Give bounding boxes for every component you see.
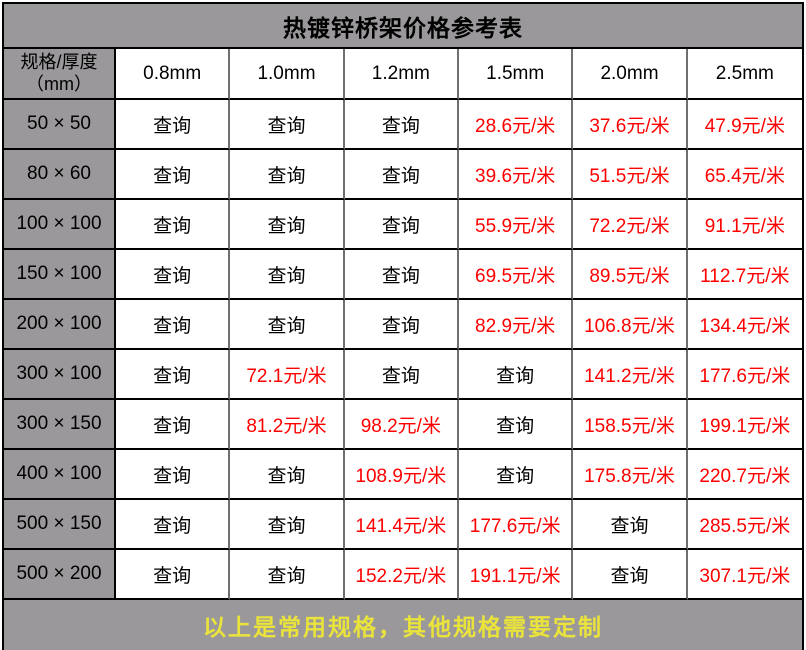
col-header-2.5mm: 2.5mm [687, 49, 802, 100]
spec-cell: 500 × 150 [4, 500, 116, 550]
price-cell: 72.1元/米 [230, 350, 345, 400]
query-cell: 查询 [459, 450, 574, 500]
price-cell: 37.6元/米 [573, 100, 688, 150]
price-cell: 28.6元/米 [459, 100, 574, 150]
query-cell: 查询 [344, 200, 459, 250]
price-cell: 141.2元/米 [573, 350, 688, 400]
col-header-1.0mm: 1.0mm [230, 49, 345, 100]
price-cell: 134.4元/米 [687, 300, 802, 350]
query-cell: 查询 [344, 150, 459, 200]
price-cell: 47.9元/米 [687, 100, 802, 150]
price-grid: 规格/厚度 （mm） 0.8mm 1.0mm 1.2mm 1.5mm 2.0mm 2.5m… [4, 49, 802, 600]
price-cell: 199.1元/米 [687, 400, 802, 450]
price-cell: 112.7元/米 [687, 250, 802, 300]
query-cell: 查询 [116, 350, 231, 400]
spec-cell: 80 × 60 [4, 150, 116, 200]
col-header-2.0mm: 2.0mm [573, 49, 688, 100]
query-cell: 查询 [344, 250, 459, 300]
query-cell: 查询 [230, 500, 345, 550]
price-cell: 106.8元/米 [573, 300, 688, 350]
spec-cell: 100 × 100 [4, 200, 116, 250]
query-cell: 查询 [230, 150, 345, 200]
price-cell: 51.5元/米 [573, 150, 688, 200]
query-cell: 查询 [116, 200, 231, 250]
price-cell: 307.1元/米 [687, 550, 802, 600]
price-cell: 82.9元/米 [459, 300, 574, 350]
query-cell: 查询 [230, 550, 345, 600]
query-cell: 查询 [116, 100, 231, 150]
col-header-1.2mm: 1.2mm [344, 49, 459, 100]
footer-note: 以上是常用规格，其他规格需要定制 [4, 600, 802, 650]
spec-cell: 300 × 100 [4, 350, 116, 400]
price-cell: 98.2元/米 [344, 400, 459, 450]
query-cell: 查询 [116, 450, 231, 500]
corner-header-line1: 规格/厚度 [20, 51, 98, 72]
price-cell: 158.5元/米 [573, 400, 688, 450]
query-cell: 查询 [116, 550, 231, 600]
price-cell: 72.2元/米 [573, 200, 688, 250]
query-cell: 查询 [573, 550, 688, 600]
query-cell: 查询 [230, 300, 345, 350]
query-cell: 查询 [573, 500, 688, 550]
query-cell: 查询 [116, 400, 231, 450]
query-cell: 查询 [344, 300, 459, 350]
query-cell: 查询 [116, 300, 231, 350]
price-cell: 39.6元/米 [459, 150, 574, 200]
price-cell: 152.2元/米 [344, 550, 459, 600]
spec-cell: 500 × 200 [4, 550, 116, 600]
table-title: 热镀锌桥架价格参考表 [4, 4, 802, 49]
query-cell: 查询 [116, 150, 231, 200]
spec-cell: 50 × 50 [4, 100, 116, 150]
spec-cell: 150 × 100 [4, 250, 116, 300]
query-cell: 查询 [230, 200, 345, 250]
corner-header-line2: （mm） [26, 73, 92, 94]
query-cell: 查询 [230, 100, 345, 150]
col-header-0.8mm: 0.8mm [116, 49, 231, 100]
query-cell: 查询 [116, 250, 231, 300]
price-cell: 69.5元/米 [459, 250, 574, 300]
price-cell: 55.9元/米 [459, 200, 574, 250]
price-cell: 141.4元/米 [344, 500, 459, 550]
price-cell: 177.6元/米 [687, 350, 802, 400]
col-header-1.5mm: 1.5mm [459, 49, 574, 100]
price-cell: 175.8元/米 [573, 450, 688, 500]
corner-header: 规格/厚度 （mm） [4, 49, 116, 100]
price-cell: 91.1元/米 [687, 200, 802, 250]
query-cell: 查询 [230, 250, 345, 300]
query-cell: 查询 [344, 100, 459, 150]
spec-cell: 300 × 150 [4, 400, 116, 450]
price-cell: 177.6元/米 [459, 500, 574, 550]
query-cell: 查询 [459, 350, 574, 400]
spec-cell: 400 × 100 [4, 450, 116, 500]
price-cell: 191.1元/米 [459, 550, 574, 600]
price-cell: 65.4元/米 [687, 150, 802, 200]
spec-cell: 200 × 100 [4, 300, 116, 350]
price-cell: 108.9元/米 [344, 450, 459, 500]
price-cell: 285.5元/米 [687, 500, 802, 550]
query-cell: 查询 [459, 400, 574, 450]
query-cell: 查询 [116, 500, 231, 550]
price-cell: 89.5元/米 [573, 250, 688, 300]
price-cell: 81.2元/米 [230, 400, 345, 450]
query-cell: 查询 [344, 350, 459, 400]
query-cell: 查询 [230, 450, 345, 500]
price-cell: 220.7元/米 [687, 450, 802, 500]
